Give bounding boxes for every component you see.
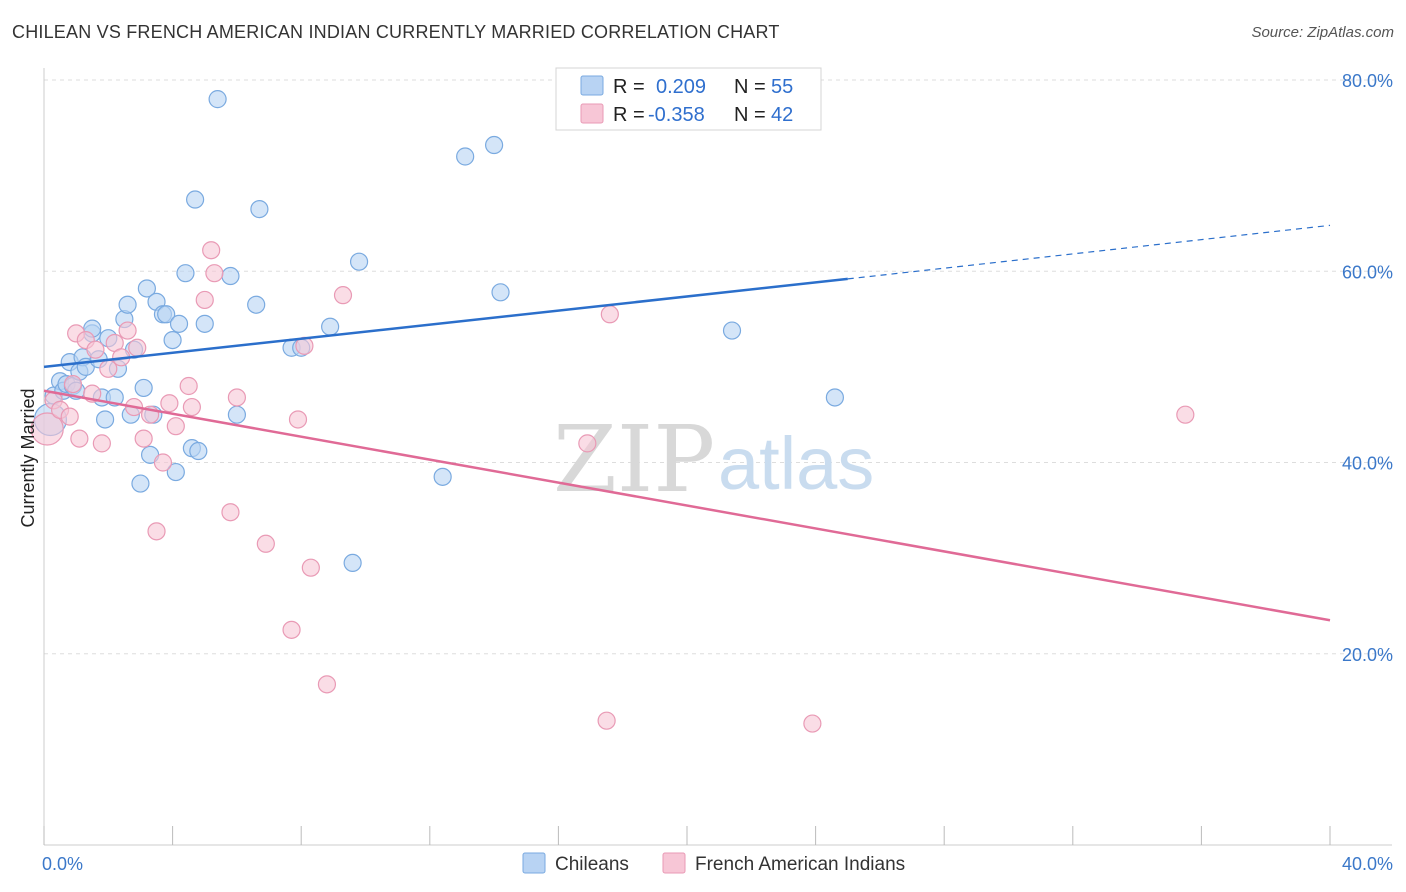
legend-n-value-1: 55: [771, 76, 793, 98]
point-chileans: [227, 405, 246, 424]
point-french-american-indians: [92, 434, 111, 453]
y-tick-label: 80.0%: [1342, 71, 1393, 91]
point-french-american-indians: [147, 522, 166, 541]
point-chileans: [163, 331, 182, 350]
point-french-american-indians: [205, 264, 224, 283]
point-chileans: [95, 410, 115, 429]
point-french-american-indians: [86, 340, 105, 359]
point-french-american-indians: [118, 321, 137, 340]
point-french-american-indians: [128, 338, 147, 357]
point-chileans: [343, 553, 362, 573]
point-french-american-indians: [30, 412, 64, 446]
point-french-american-indians: [803, 714, 822, 733]
point-french-american-indians: [221, 503, 240, 522]
point-french-american-indians: [333, 286, 353, 305]
point-chileans: [321, 317, 340, 336]
point-french-american-indians: [288, 410, 308, 429]
point-french-american-indians: [202, 241, 221, 260]
point-chileans: [491, 283, 510, 302]
chart-title: CHILEAN VS FRENCH AMERICAN INDIAN CURREN…: [12, 22, 780, 42]
point-french-american-indians: [134, 429, 153, 448]
trendline-chileans: [43, 277, 848, 369]
point-french-american-indians: [227, 388, 246, 407]
point-french-american-indians: [70, 429, 89, 448]
point-chileans: [349, 252, 369, 271]
point-chileans: [166, 462, 185, 482]
legend-n-label-2: N =: [734, 104, 766, 126]
point-chileans: [247, 295, 266, 314]
legend-r-value-2: -0.358: [648, 104, 705, 126]
point-french-american-indians: [166, 417, 185, 436]
point-chileans: [189, 441, 208, 461]
point-chileans: [118, 295, 137, 314]
point-french-american-indians: [317, 675, 337, 694]
point-french-american-indians: [179, 376, 198, 396]
watermark-atlas: atlas: [718, 422, 874, 505]
y-tick-label: 20.0%: [1342, 645, 1393, 665]
point-french-american-indians: [60, 407, 79, 426]
point-chileans: [221, 266, 240, 286]
bottom-legend-label-french-american-indians: French American Indians: [695, 854, 905, 875]
point-chileans: [456, 147, 475, 166]
legend-n-label-1: N =: [734, 76, 766, 98]
point-french-american-indians: [160, 394, 179, 413]
legend-r-value-1: 0.209: [656, 76, 706, 98]
y-tick-labels: 20.0% 40.0% 60.0% 80.0%: [1342, 71, 1393, 665]
point-chileans: [722, 321, 742, 340]
watermark: ZIP atlas: [553, 406, 874, 513]
y-tick-label: 40.0%: [1342, 454, 1393, 474]
point-chileans: [250, 199, 269, 219]
point-chileans: [186, 190, 205, 209]
point-french-american-indians: [600, 305, 619, 324]
legend-box: R = 0.209 N = 55 R = -0.358 N = 42: [555, 67, 822, 131]
axes: [43, 68, 1392, 846]
point-french-american-indians: [597, 711, 616, 730]
trendline-chileans-extension: [847, 224, 1331, 280]
point-french-american-indians: [195, 290, 214, 310]
point-chileans: [195, 314, 214, 333]
legend-swatch-french-american-indians: [580, 103, 604, 124]
point-chileans: [485, 135, 504, 155]
legend-swatch-chileans: [580, 75, 604, 96]
source-label: Source: ZipAtlas.com: [1251, 24, 1394, 41]
point-chileans: [176, 264, 195, 283]
point-french-american-indians: [282, 620, 301, 639]
bottom-legend: Chileans French American Indians: [522, 852, 905, 875]
bottom-legend-swatch-chileans: [522, 852, 546, 874]
x-tick-label: 0.0%: [42, 854, 83, 874]
point-french-american-indians: [182, 397, 201, 417]
point-chileans: [169, 314, 189, 333]
y-tick-label: 60.0%: [1342, 262, 1393, 282]
point-chileans: [825, 388, 844, 407]
x-tick-labels: 0.0% 40.0%: [42, 854, 1393, 874]
point-chileans: [157, 305, 176, 324]
x-tick-label: 40.0%: [1342, 854, 1393, 874]
point-french-american-indians: [301, 558, 320, 577]
legend-n-value-2: 42: [771, 104, 793, 126]
data-points: [30, 90, 1195, 733]
point-french-american-indians: [256, 534, 275, 553]
bottom-legend-swatch-french-american-indians: [662, 852, 686, 874]
point-french-american-indians: [578, 434, 597, 453]
trend-lines: [43, 224, 1331, 622]
point-chileans: [433, 467, 452, 486]
point-chileans: [134, 378, 153, 398]
legend-r-label-2: R =: [613, 104, 645, 126]
trendline-french-american-indians: [43, 389, 1331, 622]
point-french-american-indians: [153, 453, 173, 472]
y-axis-label: Currently Married: [18, 388, 38, 527]
point-chileans: [208, 90, 227, 109]
point-chileans: [131, 474, 150, 493]
legend-r-label-1: R =: [613, 76, 645, 98]
point-chileans: [137, 279, 156, 298]
point-french-american-indians: [1176, 405, 1195, 424]
grid-lines: [44, 79, 1392, 655]
point-french-american-indians: [63, 374, 83, 394]
bottom-legend-label-chileans: Chileans: [555, 854, 629, 875]
